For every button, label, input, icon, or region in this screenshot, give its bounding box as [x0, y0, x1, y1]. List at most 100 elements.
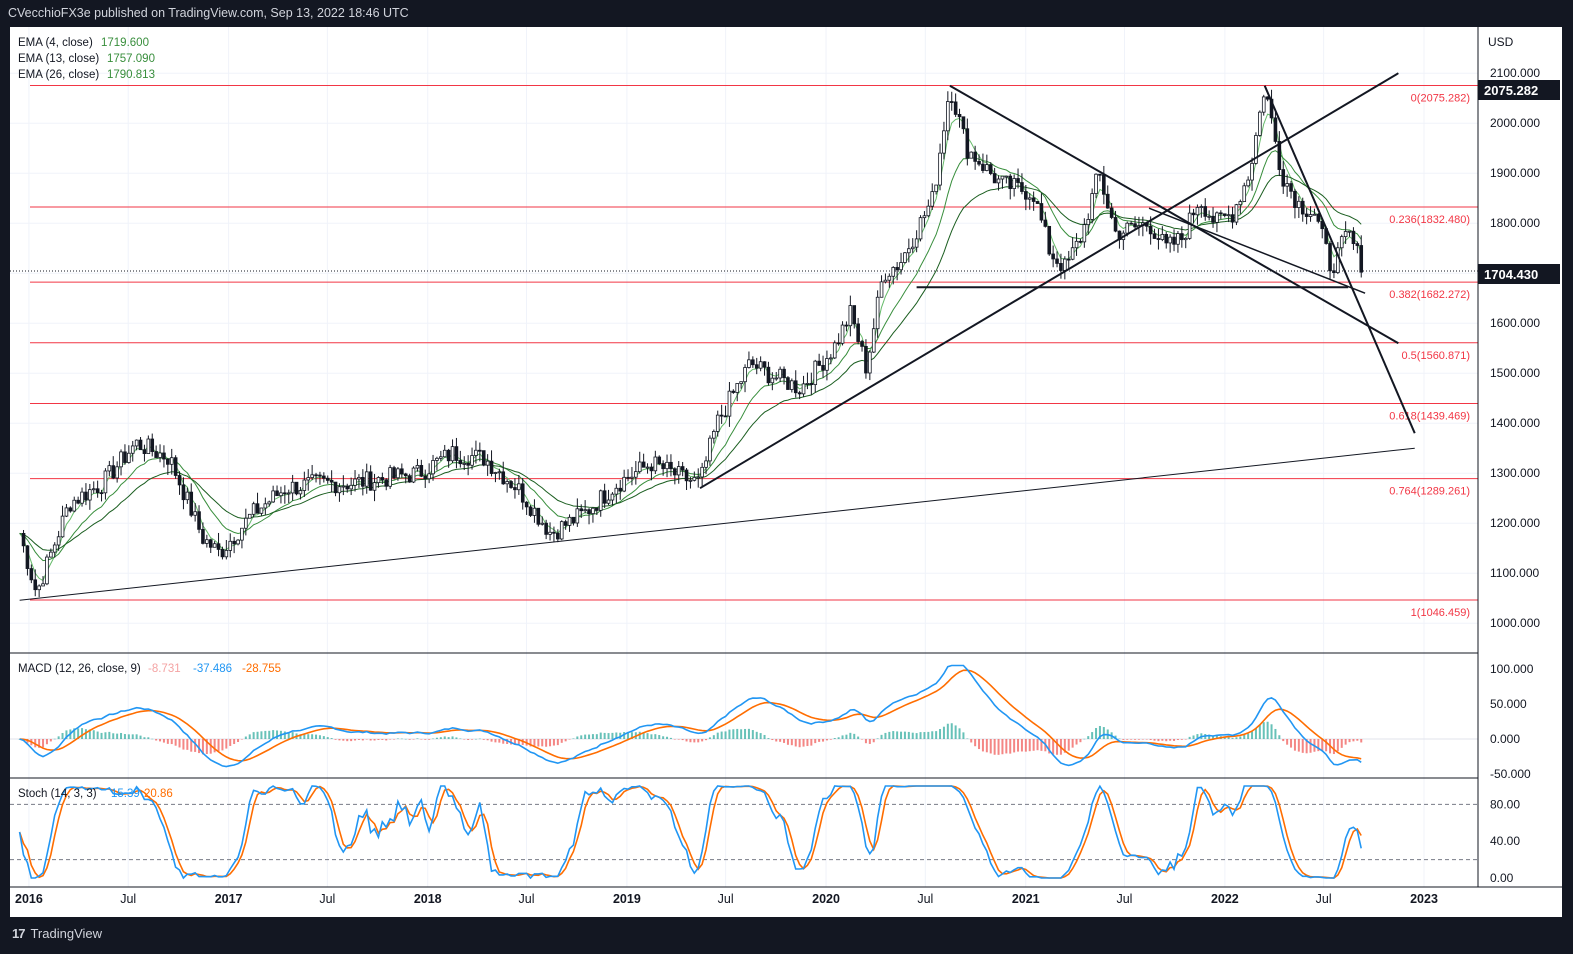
- macd-histogram-bar: [474, 738, 477, 740]
- macd-histogram-bar: [1102, 727, 1105, 739]
- macd-histogram-bar: [662, 736, 665, 739]
- candle-up: [790, 380, 794, 390]
- macd-histogram-bar: [1067, 739, 1070, 751]
- macd-histogram-bar: [162, 739, 165, 743]
- candle-up: [891, 267, 896, 277]
- macd-histogram-bar: [786, 739, 789, 745]
- macd-histogram-bar: [315, 734, 318, 739]
- candle-up: [1246, 179, 1250, 187]
- macd-histogram-bar: [1098, 725, 1101, 739]
- macd-histogram-bar: [861, 739, 864, 740]
- macd-histogram-bar: [993, 739, 996, 755]
- macd-histogram-bar: [342, 739, 345, 741]
- candle-down: [1211, 215, 1215, 223]
- candle-down: [162, 452, 166, 460]
- candle-up: [310, 474, 314, 478]
- candle-down: [1164, 234, 1169, 244]
- macd-histogram-bar: [486, 739, 489, 741]
- macd-histogram-bar: [1157, 739, 1160, 742]
- candle-down: [142, 449, 147, 454]
- candle-down: [403, 473, 408, 477]
- candle-down: [216, 543, 221, 550]
- macd-histogram-bar: [385, 739, 388, 741]
- macd-histogram-bar: [166, 739, 169, 744]
- macd-histogram-bar: [728, 729, 731, 739]
- candle-up: [1063, 258, 1067, 271]
- candle-up: [848, 305, 853, 327]
- high-price-badge: 2075.282: [1478, 80, 1560, 100]
- candle-up: [985, 164, 989, 171]
- macd-histogram-bar: [381, 739, 384, 740]
- macd-histogram-bar: [958, 728, 961, 739]
- candle-up: [497, 471, 502, 474]
- candle-up: [228, 540, 233, 551]
- macd-histogram-bar: [767, 738, 770, 739]
- candle-down: [1098, 173, 1102, 176]
- candle-down: [766, 366, 771, 384]
- macd-histogram-bar: [708, 737, 711, 739]
- candle-up: [645, 466, 650, 469]
- candle-up: [251, 503, 256, 515]
- candle-down: [1219, 212, 1223, 215]
- ema-lines: [19, 113, 1362, 582]
- macd-histogram-bar: [954, 725, 957, 739]
- candle-down: [1332, 270, 1336, 274]
- macd-histogram-bar: [420, 739, 423, 740]
- candle-down: [322, 475, 326, 479]
- candle-down: [949, 101, 954, 103]
- macd-histogram-bar: [720, 731, 723, 739]
- candle-down: [1105, 193, 1110, 209]
- candle-up: [715, 414, 720, 432]
- macd-histogram-bar: [942, 726, 945, 739]
- candle-up: [910, 246, 915, 250]
- macd-histogram-bar: [615, 732, 618, 739]
- candle-down: [1152, 233, 1157, 239]
- candle-down: [797, 392, 802, 395]
- candle-down: [641, 461, 646, 468]
- macd-histogram-bar: [424, 739, 427, 740]
- candle-up: [37, 585, 41, 591]
- fib-label: 1(1046.459): [1411, 607, 1470, 619]
- candle-down: [1316, 213, 1321, 222]
- candle-down: [836, 342, 841, 345]
- ema26-legend-value: 1790.813: [107, 69, 155, 81]
- candle-up: [45, 556, 49, 585]
- chart-container[interactable]: 0(2075.282) 0.236(1832.480) 0.382(1682.272…: [10, 27, 1562, 917]
- candle-down: [1016, 178, 1020, 183]
- high-price-badge-text: 2075.282: [1484, 83, 1538, 98]
- macd-histogram-bar: [190, 739, 193, 752]
- macd-histogram-bar: [205, 739, 208, 755]
- macd-histogram-bar: [77, 728, 80, 739]
- candle-up: [286, 492, 291, 495]
- candle-up: [341, 485, 346, 488]
- macd-histogram-bar: [354, 739, 357, 741]
- candle-down: [154, 451, 158, 458]
- macd-histogram-bar: [611, 732, 614, 739]
- candle-down: [595, 507, 599, 511]
- macd-histogram-bar: [104, 732, 107, 739]
- fib-label: 0.618(1439.469): [1389, 410, 1470, 422]
- candle-down: [255, 503, 260, 514]
- macd-histogram-bar: [1165, 739, 1168, 742]
- macd-histogram-bar: [970, 739, 973, 743]
- candle-up: [1207, 215, 1211, 218]
- macd-histogram-bar: [393, 739, 396, 740]
- macd-histogram-bar: [907, 731, 910, 739]
- macd-histogram-bar: [369, 739, 372, 741]
- macd-histogram-bar: [669, 737, 672, 739]
- chart-canvas[interactable]: 0(2075.282) 0.236(1832.480) 0.382(1682.272…: [10, 27, 1562, 917]
- macd-histogram-bar: [950, 723, 953, 739]
- macd-histogram-bar: [451, 736, 454, 739]
- candle-up: [1195, 207, 1200, 216]
- macd-histogram-bar: [588, 734, 591, 739]
- candle-down: [1035, 201, 1040, 204]
- macd-tick-label: 0.000: [1490, 732, 1520, 746]
- candle-up: [1000, 175, 1005, 180]
- candle-up: [41, 583, 45, 587]
- candle-up: [290, 481, 295, 494]
- candle-down: [478, 449, 482, 452]
- macd-histogram-bar: [997, 739, 1000, 755]
- time-tick-label: 2018: [414, 892, 442, 906]
- macd-histogram-bar: [365, 739, 368, 740]
